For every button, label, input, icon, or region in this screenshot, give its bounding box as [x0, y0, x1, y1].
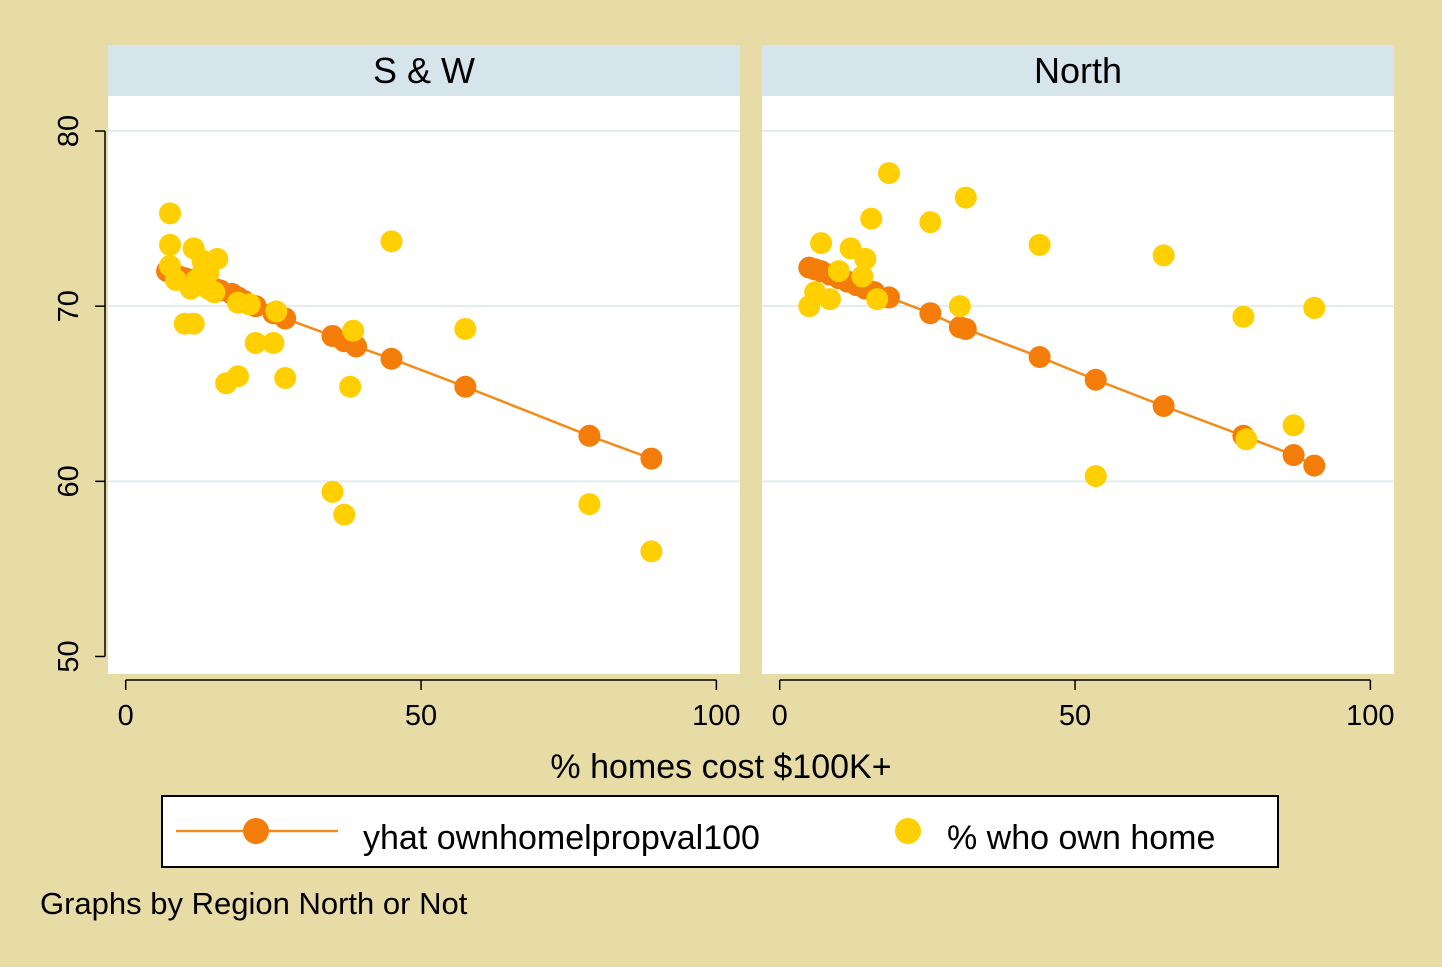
y-tick-label: 50 [53, 640, 85, 672]
observed-point [919, 211, 942, 234]
graph-note: Graphs by Region North or Not [40, 886, 468, 921]
observed-point [827, 260, 850, 283]
y-tick-label: 80 [53, 115, 85, 147]
observed-point [866, 288, 889, 311]
observed-point [244, 331, 267, 354]
x-axis-title: % homes cost $100K+ [550, 748, 891, 786]
x-tick-label: 0 [772, 700, 788, 732]
observed-point [454, 317, 477, 340]
fit-point [640, 447, 663, 470]
observed-point [226, 365, 249, 388]
observed-point [810, 232, 833, 255]
plot-area [108, 96, 740, 674]
observed-point [578, 493, 601, 516]
fit-point [380, 347, 403, 370]
fit-point [454, 375, 477, 398]
x-tick-label: 50 [1059, 700, 1091, 732]
observed-point [339, 375, 362, 398]
observed-point [203, 281, 226, 304]
observed-point [159, 202, 182, 225]
legend-marker-observed [895, 818, 921, 844]
observed-point [851, 265, 874, 288]
legend-box [161, 795, 1279, 868]
legend-marker-fit [243, 818, 269, 844]
legend-label-observed: % who own home [947, 819, 1215, 857]
observed-point [877, 162, 900, 185]
fit-point [954, 317, 977, 340]
observed-point [380, 230, 403, 253]
fit-point [1282, 444, 1305, 467]
observed-point [342, 319, 365, 342]
panel-title: North [1034, 50, 1122, 91]
fit-point [578, 424, 601, 447]
observed-point [818, 288, 841, 311]
observed-point [1028, 233, 1051, 256]
observed-point [954, 186, 977, 209]
panel-north: North 0 50 100 [762, 45, 1395, 732]
fit-point [1028, 345, 1051, 368]
fit-point [1303, 454, 1326, 477]
observed-point [262, 331, 285, 354]
fit-point [919, 302, 942, 325]
observed-point [1152, 244, 1175, 267]
observed-point [1084, 465, 1107, 488]
observed-point [948, 295, 971, 318]
observed-point [854, 247, 877, 270]
observed-point [265, 300, 288, 323]
observed-point [159, 233, 182, 256]
observed-point [206, 247, 229, 270]
observed-point [274, 366, 297, 389]
observed-point [640, 540, 663, 563]
legend-label-fit: yhat ownhomelpropval100 [363, 819, 760, 857]
fit-point [1084, 368, 1107, 391]
fit-point [1152, 395, 1175, 418]
observed-point [333, 503, 356, 526]
observed-point [182, 312, 205, 335]
observed-point [1232, 305, 1255, 328]
x-tick-label: 0 [118, 700, 134, 732]
observed-point [1235, 428, 1258, 451]
panel-sw: S & W 0 50 100 50 60 70 80 [53, 45, 741, 732]
observed-point [860, 207, 883, 230]
x-tick-label: 100 [692, 700, 740, 732]
observed-point [321, 480, 344, 503]
panel-title-strip [108, 45, 740, 96]
observed-point [1303, 296, 1326, 319]
y-tick-label: 60 [53, 465, 85, 497]
panel-title-strip [762, 45, 1394, 96]
legend: yhat ownhomelpropval100 % who own home [161, 795, 1279, 868]
x-tick-label: 100 [1346, 700, 1394, 732]
plot-area [762, 96, 1394, 674]
observed-point [238, 293, 261, 316]
panel-title: S & W [373, 50, 475, 91]
x-tick-label: 50 [405, 700, 437, 732]
observed-point [1282, 414, 1305, 437]
y-tick-label: 70 [53, 290, 85, 322]
